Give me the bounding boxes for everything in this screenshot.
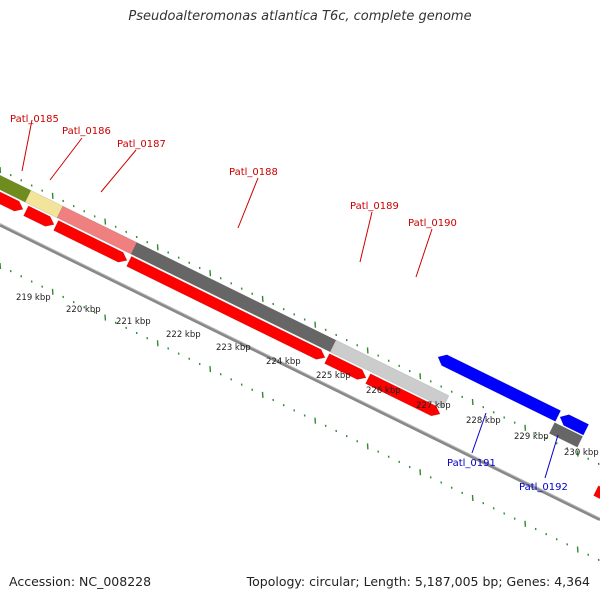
scale-label: 226 kbp: [366, 386, 401, 396]
gene-label-forward[interactable]: Patl_0186: [62, 126, 111, 137]
cds-arrow-forward[interactable]: [0, 189, 24, 212]
scale-label: 224 kbp: [266, 357, 301, 367]
cds-arrow-forward[interactable]: [23, 205, 55, 227]
scale-label: 221 kbp: [116, 317, 151, 327]
scale-label: 230 kbp: [564, 448, 599, 458]
leader-line: [415, 228, 433, 278]
gene-label-forward[interactable]: Patl_0188: [229, 167, 278, 178]
gene-block-light[interactable]: [329, 339, 450, 408]
gene-label-reverse[interactable]: Patl_0191: [447, 458, 496, 469]
leader-line: [49, 137, 83, 181]
leader-line: [237, 177, 259, 229]
scale-label: 222 kbp: [166, 330, 201, 340]
cds-arrow-forward[interactable]: [126, 256, 326, 360]
gene-label-forward[interactable]: Patl_0189: [350, 201, 399, 212]
cds-arrow-reverse[interactable]: [437, 354, 562, 422]
gene-label-forward[interactable]: Patl_0187: [117, 139, 166, 150]
backbone-axis: [0, 223, 600, 522]
gene-block-reverse[interactable]: [548, 422, 584, 448]
cds-arrow-forward[interactable]: [53, 220, 128, 263]
gene-block-dark[interactable]: [130, 242, 337, 353]
scale-label: 229 kbp: [514, 432, 549, 442]
scale-label: 227 kbp: [416, 401, 451, 411]
leader-line: [21, 119, 33, 172]
backbone-highlight: [0, 223, 600, 519]
cds-arrow-forward[interactable]: [324, 353, 367, 380]
genome-summary: Topology: circular; Length: 5,187,005 bp…: [246, 574, 590, 589]
gene-label-forward[interactable]: Patl_0190: [408, 218, 457, 229]
scale-label: 223 kbp: [216, 343, 251, 353]
map-title: Pseudoalteromonas atlantica T6c, complet…: [128, 9, 472, 24]
gene-label-forward[interactable]: Patl_0185: [10, 114, 59, 125]
scale-label: 219 kbp: [16, 293, 51, 303]
leader-line: [359, 211, 373, 263]
cds-arrow-reverse[interactable]: [559, 414, 590, 436]
cds-arrow-forward[interactable]: [593, 485, 600, 500]
leader-line: [544, 434, 559, 479]
leader-line: [471, 412, 487, 454]
accession-label: Accession: NC_008228: [9, 574, 152, 589]
scale-label: 220 kbp: [66, 305, 101, 315]
cds-arrow-forward[interactable]: [365, 373, 441, 417]
scale-label: 225 kbp: [316, 371, 351, 381]
gene-label-reverse[interactable]: Patl_0192: [519, 482, 568, 493]
leader-line: [100, 149, 137, 193]
